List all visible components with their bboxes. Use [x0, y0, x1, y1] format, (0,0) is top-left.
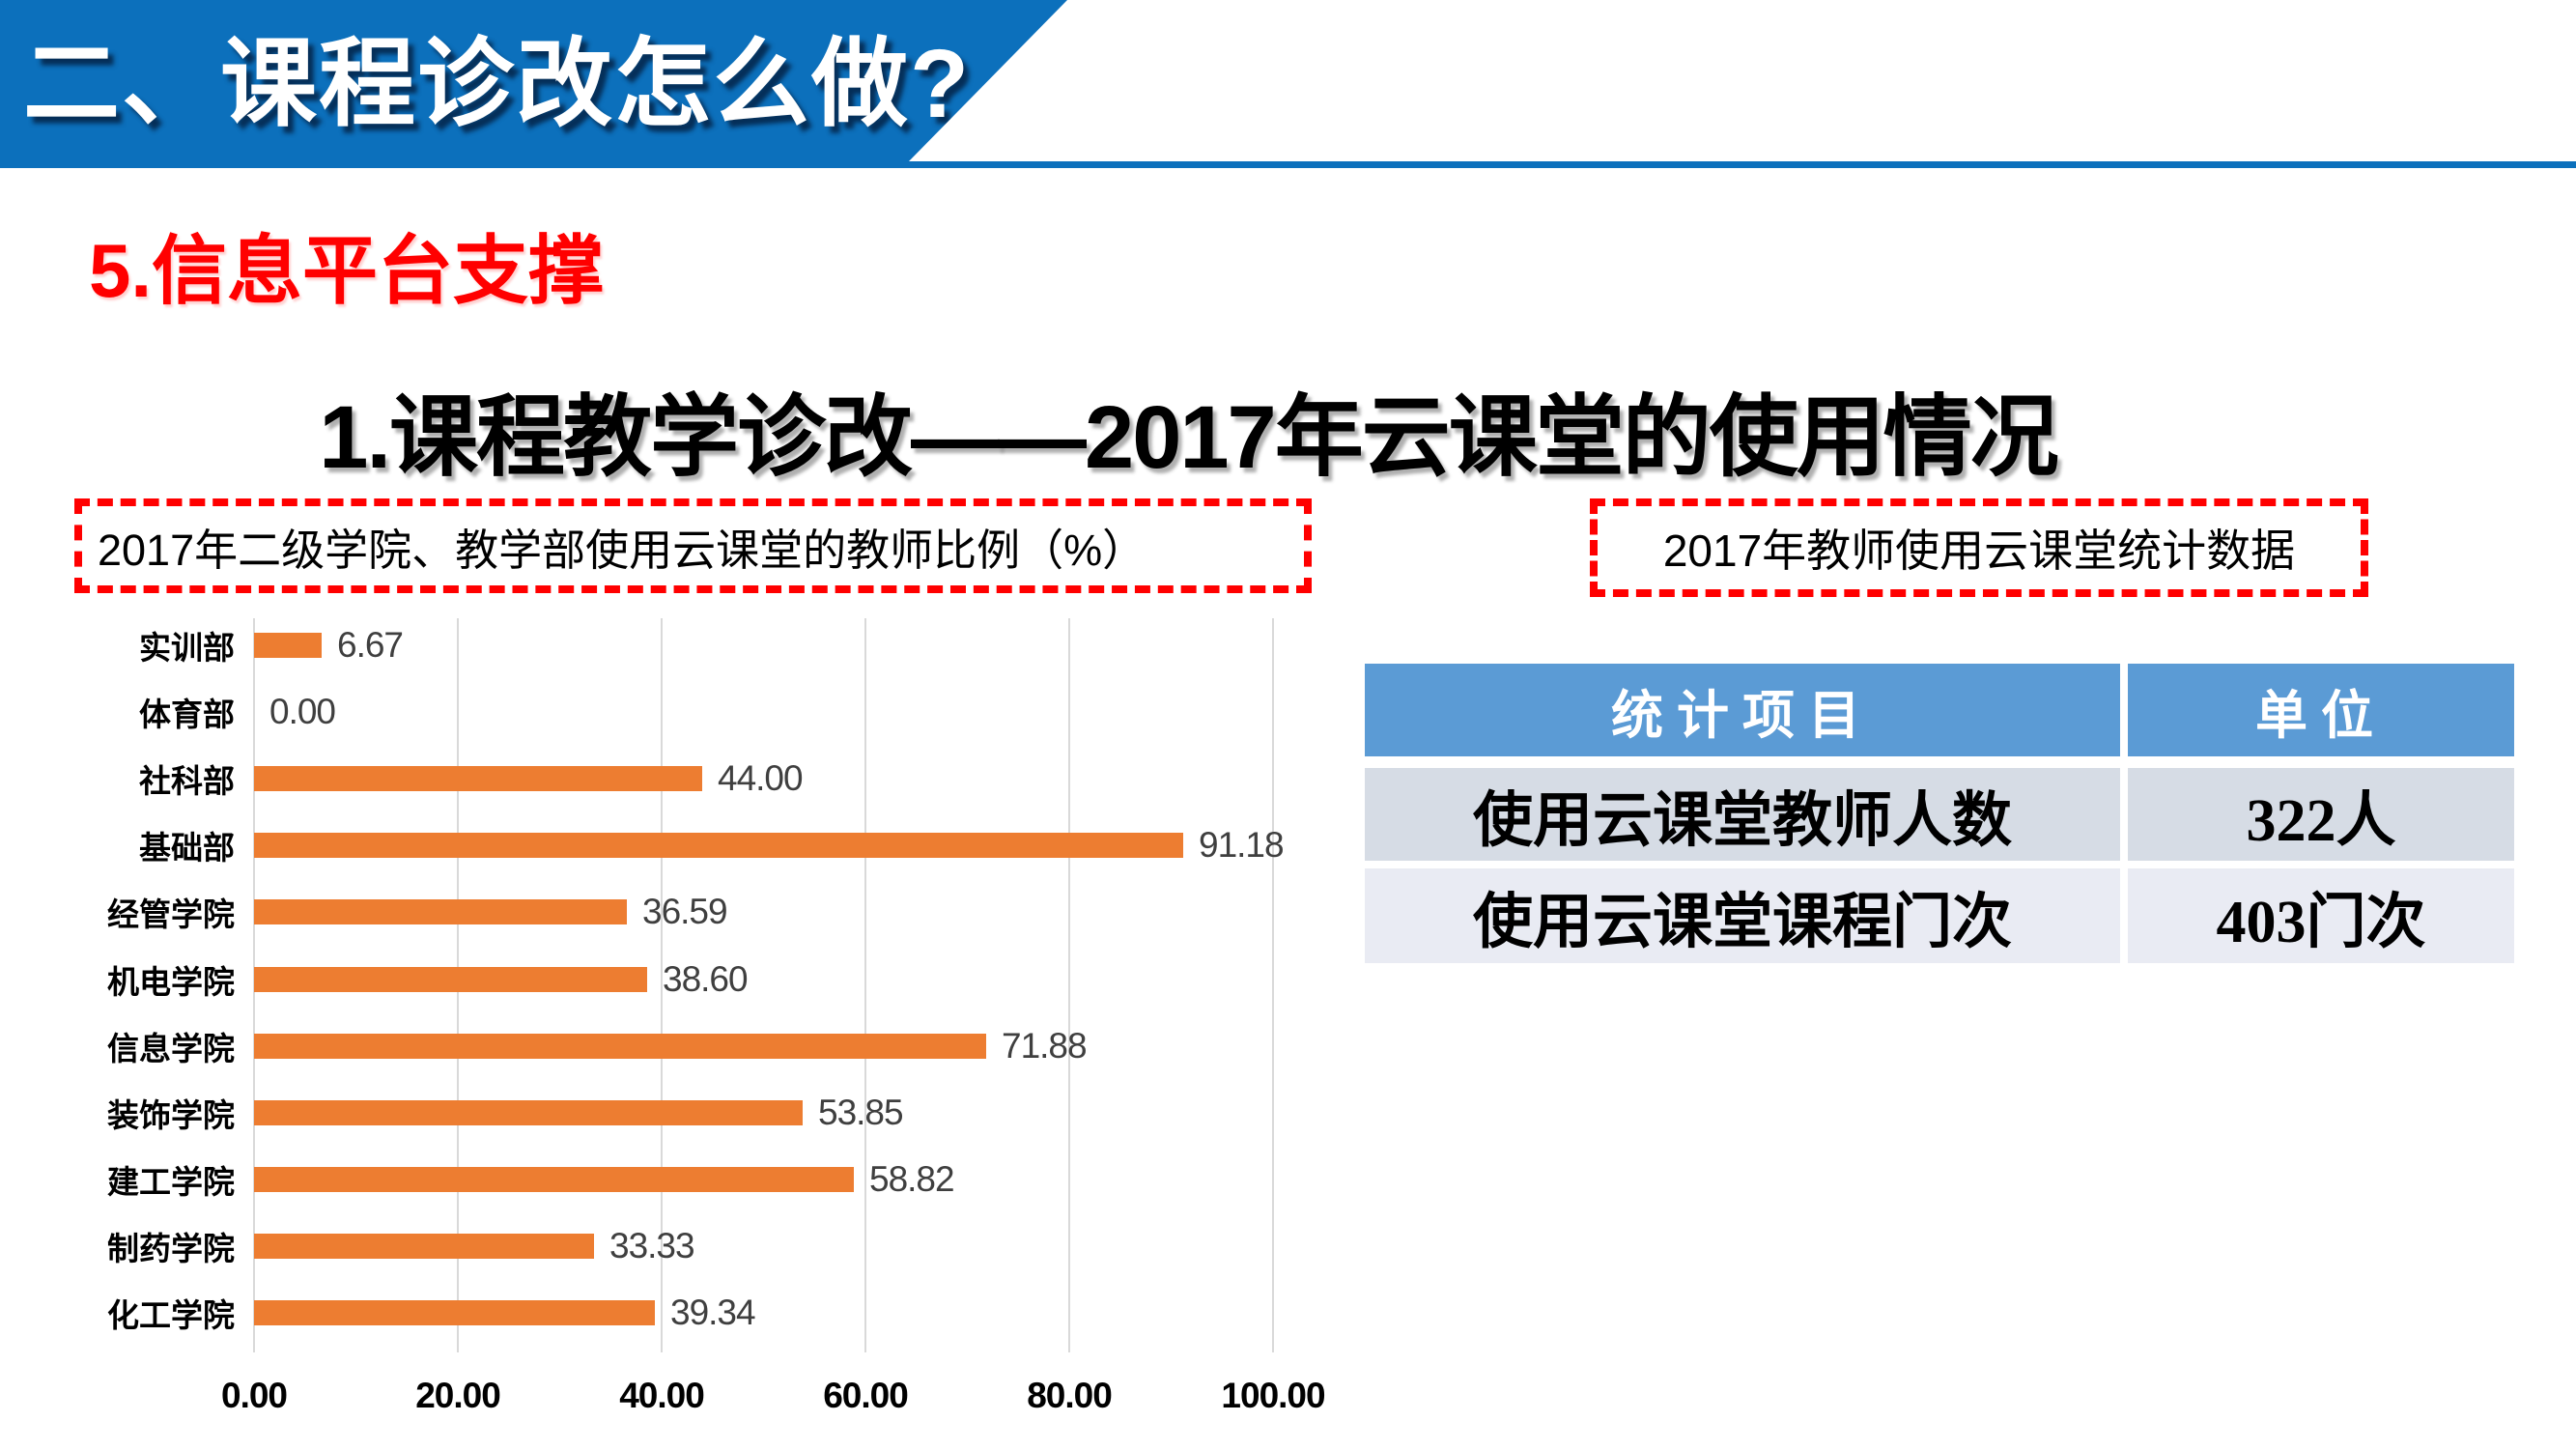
gridline: [864, 618, 866, 1352]
bar: [254, 1300, 655, 1325]
table-row: 使用云课堂课程门次 403门次: [1365, 868, 2514, 963]
gridline: [1068, 618, 1070, 1352]
banner-underline: [0, 161, 2576, 168]
bar-value-label: 58.82: [869, 1159, 955, 1199]
table-cell: 使用云课堂教师人数: [1365, 768, 2120, 861]
chart-caption-box: 2017年二级学院、教学部使用云课堂的教师比例（%）: [74, 498, 1312, 593]
category-label: 信息学院: [107, 1033, 235, 1067]
table-header-cell: 统计项目: [1365, 664, 2120, 756]
table-cell: 322人: [2128, 768, 2514, 861]
bar: [254, 633, 322, 658]
bar: [254, 1100, 803, 1125]
x-axis-tick-label: 40.00: [619, 1376, 705, 1415]
category-label: 基础部: [139, 832, 235, 867]
table-header-row: 统计项目 单位: [1365, 664, 2514, 756]
x-axis-tick-label: 80.00: [1027, 1376, 1113, 1415]
bar-value-label: 6.67: [337, 625, 404, 665]
table-caption: 2017年教师使用云课堂统计数据: [1662, 526, 2296, 576]
bar-value-label: 91.18: [1199, 825, 1285, 865]
bar-value-label: 71.88: [1002, 1026, 1088, 1066]
slide-title: 1.课程教学诊改——2017年云课堂的使用情况: [319, 388, 2058, 487]
category-label: 机电学院: [107, 966, 235, 1001]
table-header-cell: 单位: [2128, 664, 2514, 756]
category-label: 体育部: [139, 698, 235, 733]
gridline: [661, 618, 663, 1352]
gridline: [1272, 618, 1274, 1352]
bar-value-label: 36.59: [642, 892, 728, 931]
bar-value-label: 38.60: [663, 959, 749, 999]
bar-value-label: 44.00: [718, 758, 804, 798]
bar: [254, 899, 627, 924]
category-label: 社科部: [139, 765, 235, 800]
bar: [254, 967, 647, 992]
table-cell: 403门次: [2128, 868, 2514, 963]
table-row: 使用云课堂教师人数 322人: [1365, 768, 2514, 861]
bar: [254, 1167, 854, 1192]
bar-value-label: 39.34: [670, 1293, 756, 1332]
x-axis-tick-label: 20.00: [415, 1376, 501, 1415]
bar: [254, 833, 1183, 858]
table-caption-box: 2017年教师使用云课堂统计数据: [1590, 498, 2368, 597]
x-axis-tick-label: 100.00: [1221, 1376, 1325, 1415]
category-label: 装饰学院: [107, 1099, 235, 1134]
bar: [254, 1234, 594, 1259]
bar: [254, 766, 702, 791]
stats-table: 统计项目 单位 使用云课堂教师人数 322人 使用云课堂课程门次 403门次: [1365, 664, 2514, 963]
x-axis-tick-label: 60.00: [823, 1376, 909, 1415]
bar-value-label: 0.00: [269, 692, 336, 731]
category-label: 经管学院: [107, 898, 235, 933]
category-label: 建工学院: [107, 1166, 235, 1201]
slide-subtitle: 5.信息平台支撑: [89, 228, 605, 313]
section-title: 二、课程诊改怎么做?: [23, 29, 972, 138]
category-label: 实训部: [139, 632, 235, 667]
chart-caption: 2017年二级学院、教学部使用云课堂的教师比例（%）: [98, 525, 1146, 575]
x-axis-tick-label: 0.00: [220, 1376, 288, 1415]
category-label: 化工学院: [107, 1299, 235, 1334]
category-label: 制药学院: [107, 1233, 235, 1267]
section-banner: 二、课程诊改怎么做?: [0, 0, 1067, 162]
bar-value-label: 53.85: [818, 1093, 904, 1132]
bar: [254, 1034, 986, 1059]
bar-value-label: 33.33: [609, 1226, 695, 1265]
table-cell: 使用云课堂课程门次: [1365, 868, 2120, 963]
